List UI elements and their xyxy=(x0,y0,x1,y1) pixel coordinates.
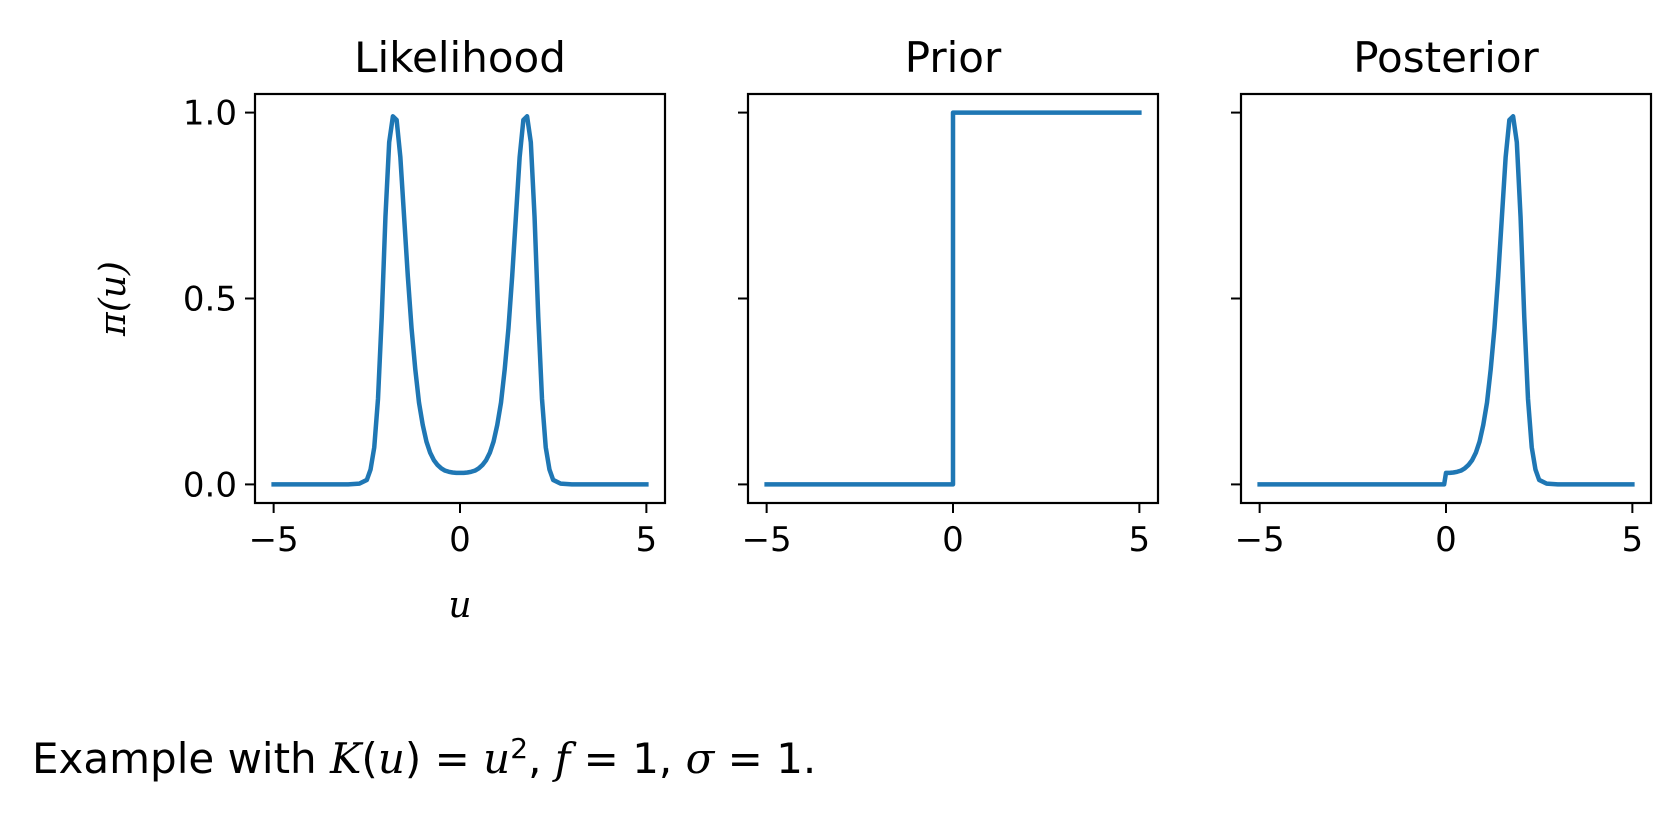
caption-f: f xyxy=(554,734,571,783)
panel-1-xtick-label-1: −5 xyxy=(249,520,299,560)
panel-1-ylabel: π(u) xyxy=(93,261,134,337)
caption-u2: u xyxy=(483,734,511,783)
panel-2-series-line-1 xyxy=(764,110,1142,487)
panel-2-xtick-label-3: 5 xyxy=(1129,520,1151,560)
panel-1-xtick-label-3: 5 xyxy=(636,520,658,560)
panel-1-series-line-1 xyxy=(271,114,649,487)
panel-1-ytick-label-1: 0.0 xyxy=(183,465,237,505)
panel-1-ytick-label-3: 1.0 xyxy=(183,94,237,134)
caption-u1: u xyxy=(377,734,405,783)
caption-eq3: = 1. xyxy=(714,734,817,783)
caption-K: K xyxy=(330,734,362,783)
panel-1-xtick-label-2: 0 xyxy=(449,520,471,560)
caption-sep1: , xyxy=(528,734,555,783)
panel-3-frame xyxy=(1239,92,1653,505)
panel-1-title: Likelihood xyxy=(354,33,566,82)
caption-paren-close: ) xyxy=(404,734,422,783)
panel-3-series-line-1 xyxy=(1257,114,1635,487)
panel-1-ytick-label-2: 0.5 xyxy=(183,280,237,320)
panel-2-title: Prior xyxy=(905,33,1002,82)
caption-exp: 2 xyxy=(510,732,529,765)
caption-eq2: = 1, xyxy=(570,734,686,783)
caption-eq1: = xyxy=(421,734,484,783)
panel-3-xtick-label-3: 5 xyxy=(1622,520,1644,560)
caption-prefix: Example with xyxy=(32,734,331,783)
panel-1-frame xyxy=(253,92,667,505)
panel-2-xtick-label-1: −5 xyxy=(742,520,792,560)
panel-3-xtick-label-2: 0 xyxy=(1435,520,1457,560)
caption-paren-open: ( xyxy=(361,734,378,783)
panel-2-xtick-label-2: 0 xyxy=(942,520,964,560)
panel-3-title: Posterior xyxy=(1353,33,1539,82)
caption: Example with K(u) = u2, f = 1, σ = 1. xyxy=(32,732,816,783)
panel-1-xlabel: u xyxy=(448,585,471,626)
caption-sigma: σ xyxy=(685,734,715,783)
panel-3-xtick-label-1: −5 xyxy=(1235,520,1285,560)
